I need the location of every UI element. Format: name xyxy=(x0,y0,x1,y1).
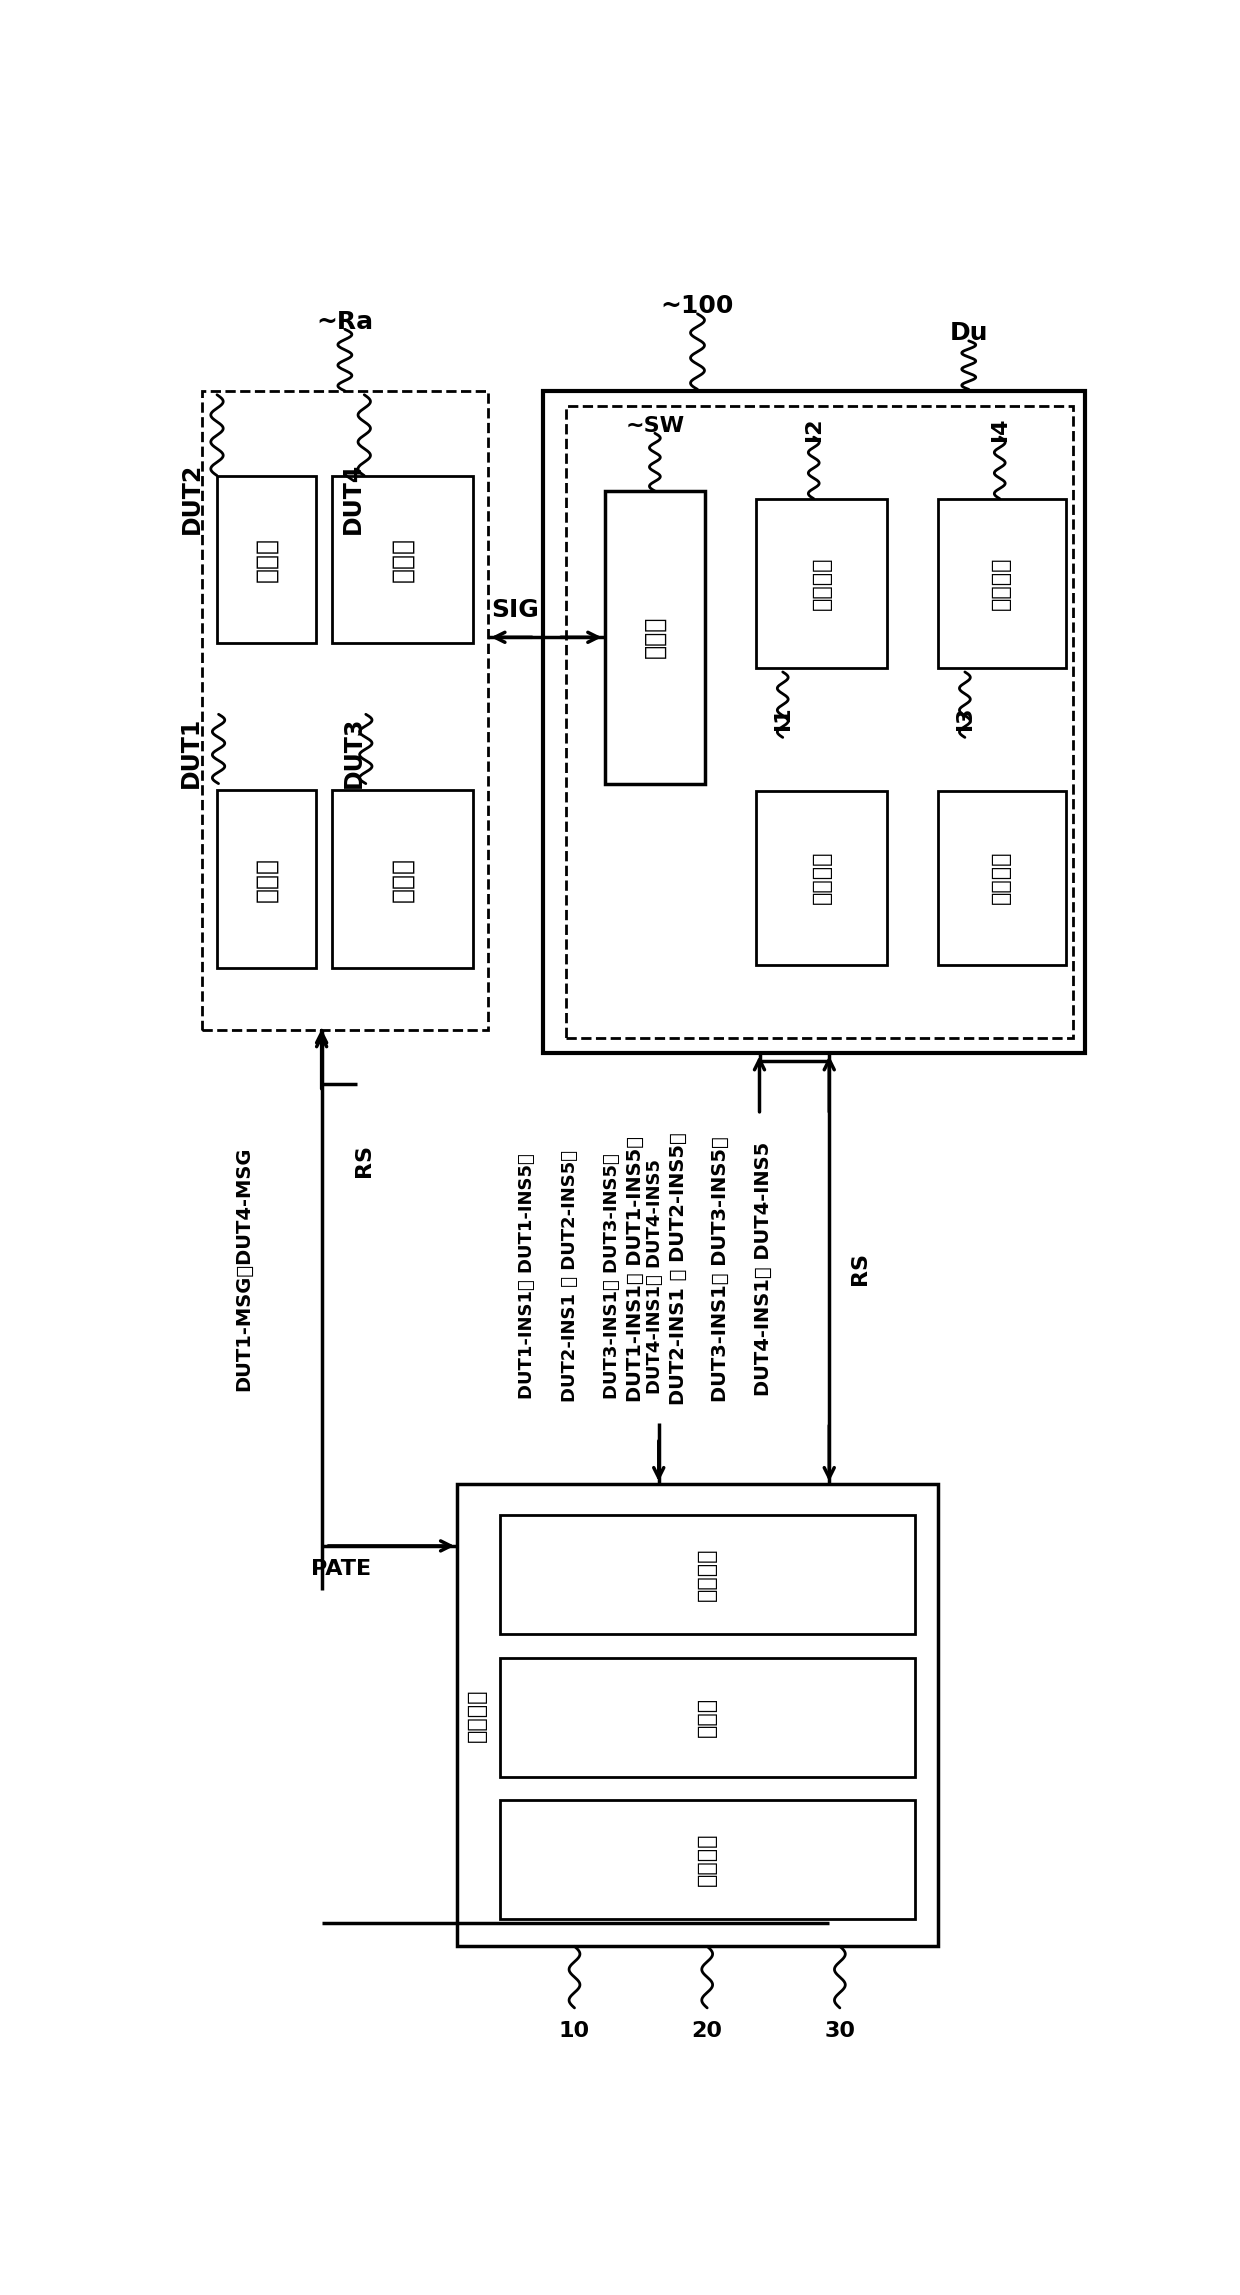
Text: 待测物: 待测物 xyxy=(254,856,279,902)
Text: DUT3-INS1～ DUT3-INS5，: DUT3-INS1～ DUT3-INS5， xyxy=(603,1154,621,1400)
Bar xyxy=(217,475,316,643)
Bar xyxy=(937,498,1065,668)
Bar xyxy=(332,789,472,968)
Text: ~100: ~100 xyxy=(661,294,734,319)
Bar xyxy=(937,792,1065,964)
Text: 储存装置: 储存装置 xyxy=(697,1831,717,1886)
Text: I2: I2 xyxy=(804,418,823,441)
Bar xyxy=(500,1515,915,1634)
Text: DUT1-INS1～ DUT1-INS5，: DUT1-INS1～ DUT1-INS5， xyxy=(518,1154,536,1400)
Text: 检测装置: 检测装置 xyxy=(811,558,832,610)
Text: 待测物: 待测物 xyxy=(391,856,414,902)
Text: DUT2: DUT2 xyxy=(180,464,205,535)
Text: 处理器: 处理器 xyxy=(697,1696,717,1737)
Text: 交换器: 交换器 xyxy=(642,615,667,659)
Bar xyxy=(755,498,888,668)
Text: DUT3-INS1～ DUT3-INS5，: DUT3-INS1～ DUT3-INS5， xyxy=(712,1136,730,1402)
Text: DUT4-INS1～ DUT4-INS5: DUT4-INS1～ DUT4-INS5 xyxy=(754,1141,773,1395)
Text: 通信接口: 通信接口 xyxy=(697,1547,717,1602)
Text: 10: 10 xyxy=(559,2022,590,2040)
Text: DUT2-INS1 ～ DUT2-INS5，: DUT2-INS1 ～ DUT2-INS5， xyxy=(668,1131,688,1405)
Bar xyxy=(500,1657,915,1776)
Text: ~SW: ~SW xyxy=(625,415,684,436)
Text: 检测装置: 检测装置 xyxy=(991,851,1012,904)
Bar xyxy=(543,390,1085,1053)
Text: DUT4: DUT4 xyxy=(341,464,365,535)
Text: 待测物: 待测物 xyxy=(391,537,414,583)
Text: ~Ra: ~Ra xyxy=(316,310,373,333)
Text: DUT3: DUT3 xyxy=(342,716,366,789)
Text: DUT4-INS1～ DUT4-INS5: DUT4-INS1～ DUT4-INS5 xyxy=(646,1159,663,1393)
Bar xyxy=(201,390,489,1030)
Text: 检测装置: 检测装置 xyxy=(811,851,832,904)
Text: SIG: SIG xyxy=(491,599,539,622)
Bar xyxy=(755,792,888,964)
Text: 20: 20 xyxy=(692,2022,723,2040)
Text: DUT2-INS1 ～ DUT2-INS5，: DUT2-INS1 ～ DUT2-INS5， xyxy=(560,1150,579,1402)
Text: 配置单元: 配置单元 xyxy=(466,1689,486,1742)
Text: I4: I4 xyxy=(990,418,1009,441)
Text: Du: Du xyxy=(950,321,988,344)
Text: DUT1-MSG～DUT4-MSG: DUT1-MSG～DUT4-MSG xyxy=(234,1148,254,1391)
Text: RS: RS xyxy=(851,1253,870,1285)
Bar xyxy=(217,789,316,968)
Text: I3: I3 xyxy=(955,707,975,730)
Text: 待测物: 待测物 xyxy=(254,537,279,583)
Bar xyxy=(500,1799,915,1919)
Text: DUT1: DUT1 xyxy=(179,716,202,789)
Bar xyxy=(605,491,706,783)
Text: 检测装置: 检测装置 xyxy=(991,558,1012,610)
Text: PATE: PATE xyxy=(311,1558,371,1579)
Bar xyxy=(332,475,472,643)
Bar xyxy=(458,1485,937,1946)
Text: I1: I1 xyxy=(773,707,792,730)
Text: DUT1-INS1～ DUT1-INS5，: DUT1-INS1～ DUT1-INS5， xyxy=(626,1136,645,1402)
Text: 30: 30 xyxy=(825,2022,856,2040)
Bar xyxy=(565,406,1074,1037)
Text: RS: RS xyxy=(355,1145,374,1177)
